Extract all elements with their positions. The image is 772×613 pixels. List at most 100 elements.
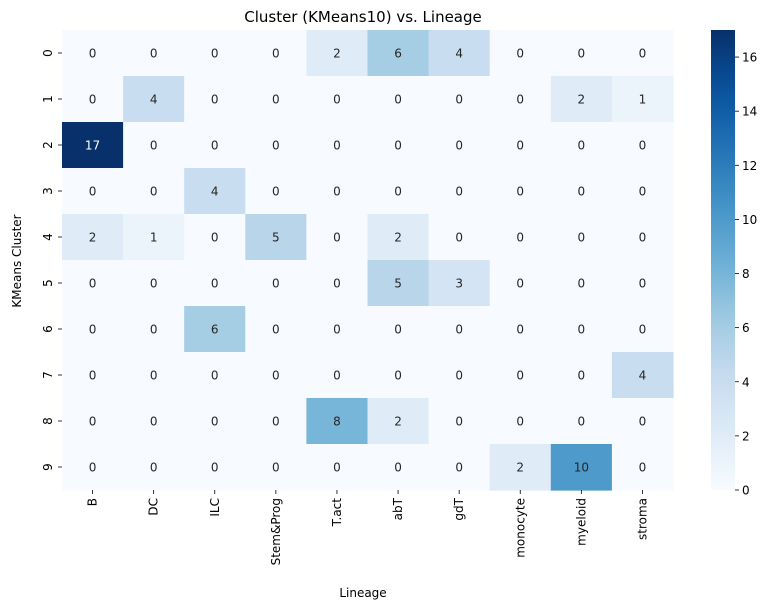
heatmap-cell xyxy=(489,306,552,353)
x-tick-label: Stem&Prog xyxy=(269,498,283,565)
heatmap-cell xyxy=(611,30,674,77)
x-axis-label: Lineage xyxy=(339,586,386,600)
heatmap-cell xyxy=(123,260,185,307)
x-tick-label: gdT xyxy=(452,497,466,520)
cell-annotation: 0 xyxy=(516,415,524,429)
heatmap-cell xyxy=(184,352,246,399)
heatmap-cell xyxy=(489,260,552,307)
cell-annotation: 0 xyxy=(578,231,586,245)
heatmap-cell xyxy=(550,30,613,77)
x-tick-label: myeloid xyxy=(574,498,588,546)
heatmap-cell xyxy=(306,214,369,261)
heatmap-cell xyxy=(428,168,491,215)
cell-annotation: 5 xyxy=(394,277,402,291)
heatmap-cell xyxy=(62,214,124,261)
heatmap-cell xyxy=(550,76,613,123)
cell-annotation: 2 xyxy=(89,231,97,245)
heatmap-cell xyxy=(245,168,307,215)
heatmap-cell xyxy=(245,122,307,169)
cell-annotation: 0 xyxy=(211,461,219,475)
heatmap-cell xyxy=(306,444,369,491)
cell-annotation: 1 xyxy=(639,93,647,107)
cell-annotation: 0 xyxy=(89,415,97,429)
heatmap-cell xyxy=(489,76,552,123)
cell-annotation: 0 xyxy=(455,369,463,383)
heatmap-cell xyxy=(184,76,246,123)
heatmap-cell xyxy=(489,168,552,215)
cell-annotation: 0 xyxy=(394,369,402,383)
heatmap-cell xyxy=(62,30,124,77)
heatmap-cell xyxy=(550,260,613,307)
heatmap-cell xyxy=(184,306,246,353)
x-tick-label: B xyxy=(86,498,100,506)
heatmap-cell xyxy=(489,30,552,77)
cell-annotation: 0 xyxy=(578,47,586,61)
cell-annotation: 0 xyxy=(455,323,463,337)
heatmap-cell xyxy=(62,306,124,353)
y-tick-label: 5 xyxy=(41,279,55,287)
heatmap-cell xyxy=(306,30,369,77)
cell-annotation: 17 xyxy=(85,139,100,153)
heatmap-cell xyxy=(611,168,674,215)
cell-annotation: 0 xyxy=(150,139,158,153)
cell-annotation: 0 xyxy=(89,277,97,291)
heatmap-cell xyxy=(367,260,430,307)
cell-annotation: 0 xyxy=(516,277,524,291)
cell-annotation: 0 xyxy=(516,369,524,383)
cell-annotation: 0 xyxy=(150,323,158,337)
heatmap-cell xyxy=(489,122,552,169)
cell-annotation: 0 xyxy=(211,369,219,383)
y-axis-label: KMeans Cluster xyxy=(10,214,24,307)
cell-annotation: 0 xyxy=(516,323,524,337)
heatmap-cell xyxy=(367,30,430,77)
cell-annotation: 6 xyxy=(394,47,402,61)
cell-annotation: 0 xyxy=(333,323,341,337)
cell-annotation: 0 xyxy=(333,231,341,245)
cell-annotation: 0 xyxy=(394,323,402,337)
y-tick-label: 6 xyxy=(41,325,55,333)
heatmap-cell xyxy=(184,398,246,445)
colorbar-tick-label: 12 xyxy=(742,159,757,173)
cell-annotation: 0 xyxy=(89,461,97,475)
x-tick-label: monocyte xyxy=(513,498,527,558)
heatmap-cell xyxy=(306,76,369,123)
heatmap-cell xyxy=(367,398,430,445)
heatmap-cell xyxy=(123,306,185,353)
cell-annotation: 2 xyxy=(578,93,586,107)
cell-annotation: 0 xyxy=(639,231,647,245)
heatmap-cell xyxy=(489,214,552,261)
heatmap-cell xyxy=(62,260,124,307)
cell-annotation: 4 xyxy=(150,93,158,107)
heatmap-cell xyxy=(62,398,124,445)
cell-annotation: 0 xyxy=(272,47,280,61)
cell-annotation: 0 xyxy=(211,277,219,291)
heatmap-cell xyxy=(428,214,491,261)
heatmap-cell xyxy=(428,122,491,169)
heatmap-cell xyxy=(306,122,369,169)
cell-annotation: 2 xyxy=(516,461,524,475)
heatmap-cell xyxy=(489,444,552,491)
cell-annotation: 0 xyxy=(211,139,219,153)
y-tick-label: 1 xyxy=(41,95,55,103)
heatmap-cell xyxy=(611,76,674,123)
heatmap-cell xyxy=(245,306,307,353)
cell-annotation: 0 xyxy=(516,139,524,153)
heatmap-cell xyxy=(550,398,613,445)
heatmap-cell xyxy=(62,168,124,215)
heatmap-cell xyxy=(306,398,369,445)
y-tick-label: 0 xyxy=(41,49,55,57)
colorbar-gradient xyxy=(711,30,735,490)
cell-annotation: 0 xyxy=(333,139,341,153)
x-tick-label: DC xyxy=(147,498,161,516)
cell-annotation: 3 xyxy=(455,277,463,291)
y-tick-label: 9 xyxy=(41,463,55,471)
cell-annotation: 1 xyxy=(150,231,158,245)
x-tick-label: abT xyxy=(391,497,405,520)
heatmap-cell xyxy=(123,122,185,169)
heatmap-cell xyxy=(123,30,185,77)
colorbar-tick-label: 6 xyxy=(742,321,750,335)
cell-annotation: 0 xyxy=(150,461,158,475)
cell-annotation: 0 xyxy=(150,277,158,291)
heatmap-cell xyxy=(550,122,613,169)
